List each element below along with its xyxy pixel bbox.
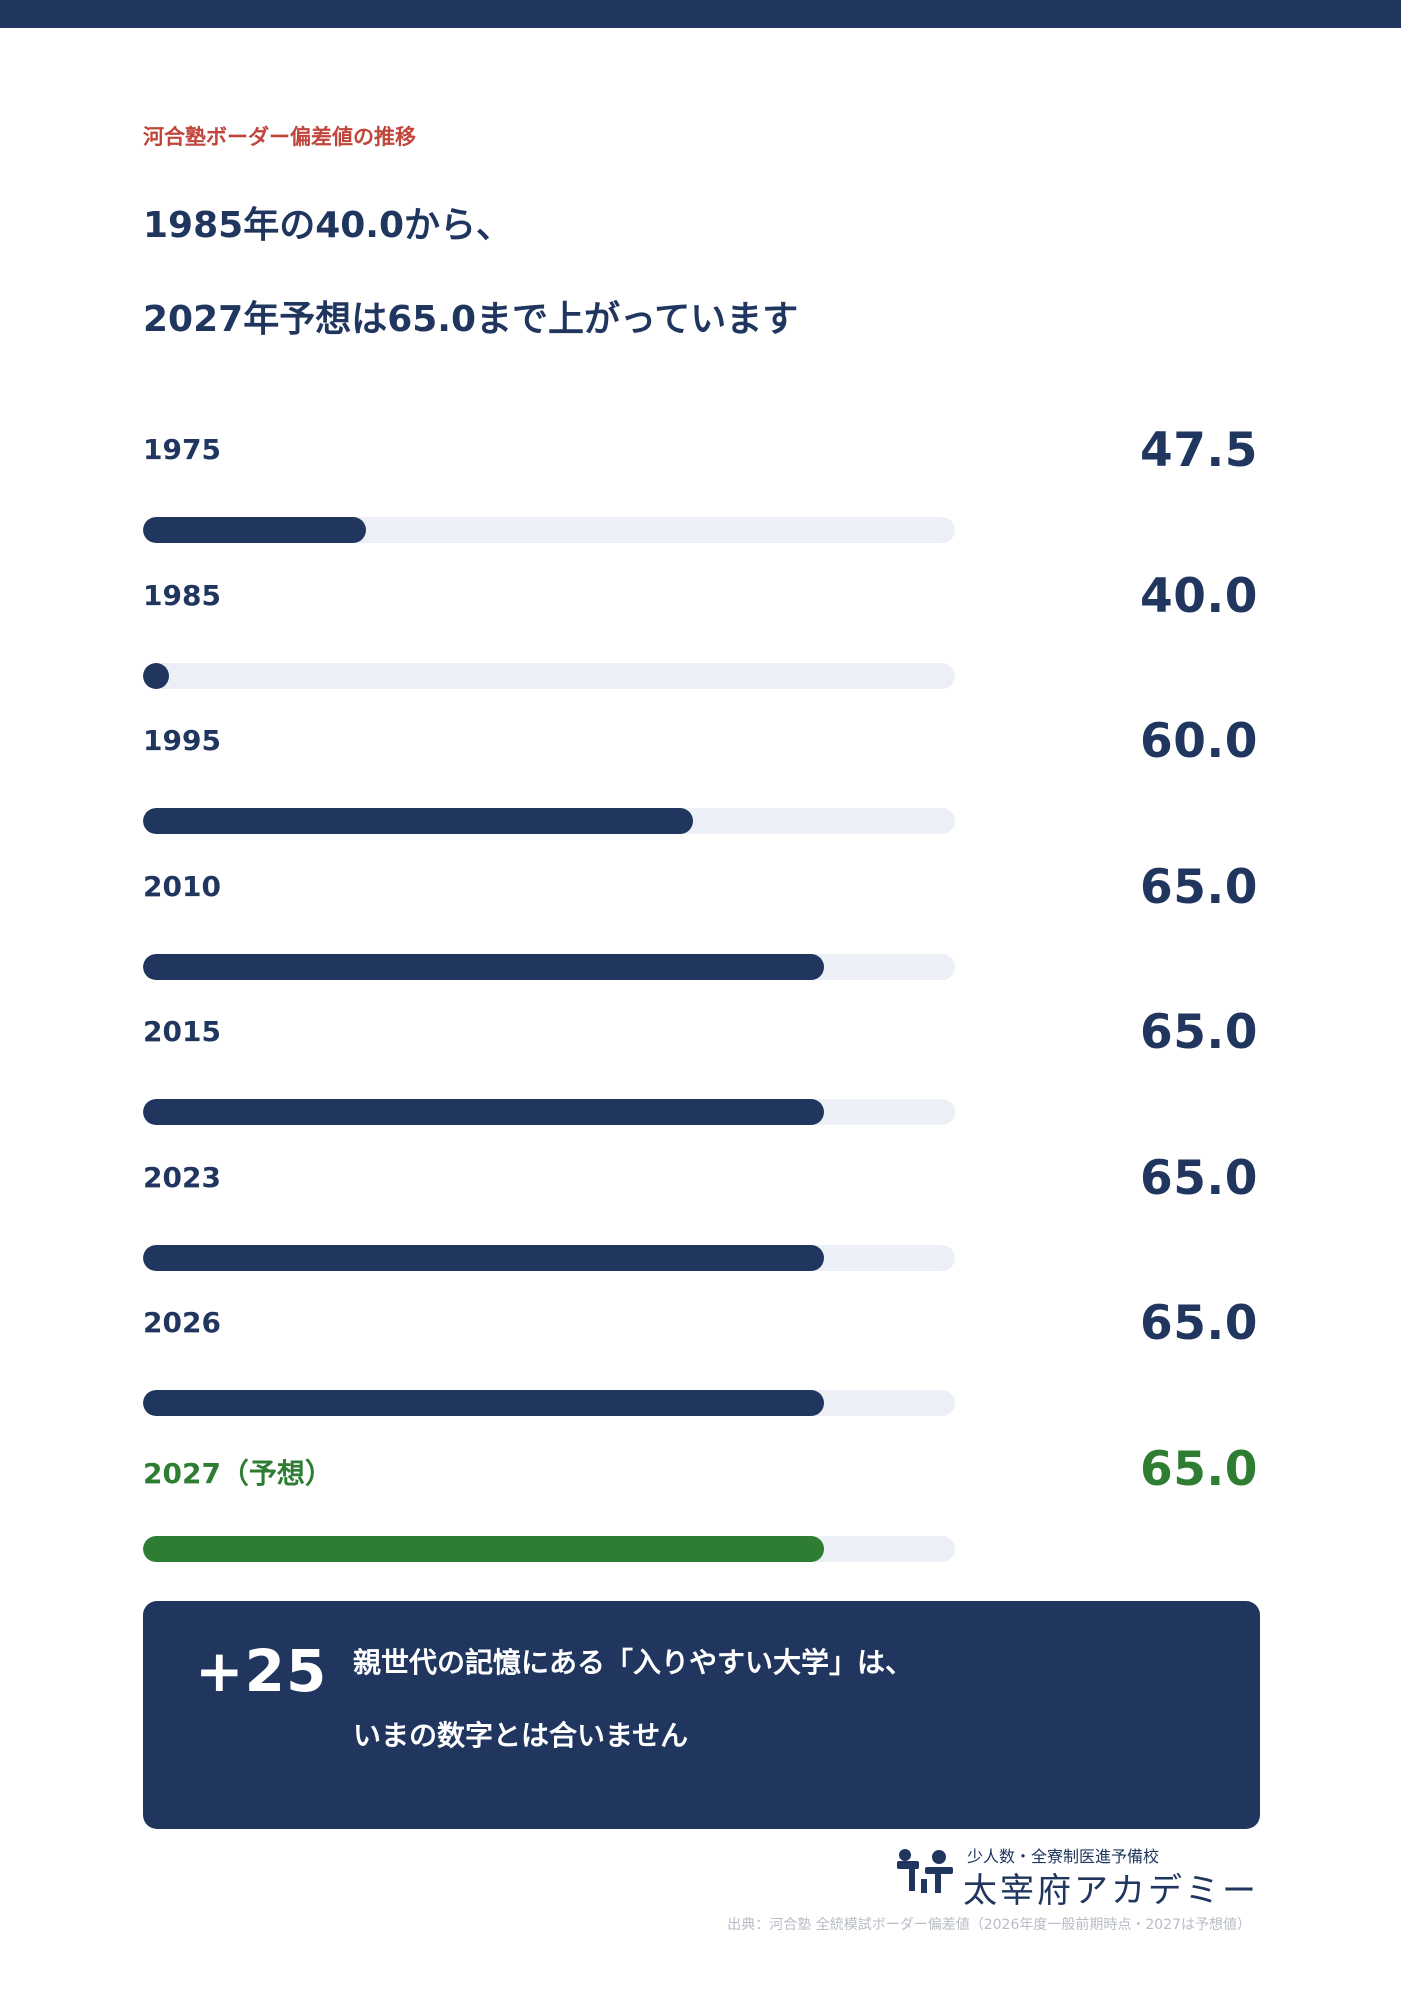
chart-row: 1985 40.0	[143, 569, 1258, 724]
section-eyebrow: 河合塾ボーダー偏差値の推移	[143, 125, 416, 149]
bar-value-label: 65.0	[1140, 1005, 1258, 1060]
bar	[143, 1244, 825, 1271]
bar-value-label: 40.0	[1140, 568, 1258, 624]
bar-category-label: 1985	[143, 578, 221, 612]
bar	[143, 1099, 825, 1125]
chart-row: 2026 65.0	[143, 1296, 1258, 1451]
bar-category-label: 2023	[143, 1160, 221, 1194]
bar	[143, 662, 170, 689]
callout-text-line-2: いまの数字とは合いません	[353, 1719, 689, 1752]
chart-row: 2015 65.0	[143, 1005, 1258, 1160]
academy-logo: 少人数・全寮制医進予備校 太宰府アカデミー	[895, 1843, 1265, 1911]
bar-category-label: 2027（予想）	[143, 1456, 333, 1490]
bar	[143, 953, 825, 980]
bar-track	[143, 1390, 955, 1416]
headline-line-2: 2027年予想は65.0まで上がっています	[143, 299, 799, 340]
top-accent-bar	[0, 0, 1401, 28]
chart-row: 2027（予想） 65.0	[143, 1442, 1258, 1597]
bar	[143, 1390, 825, 1416]
bar-track	[143, 517, 955, 543]
callout-number: +25	[195, 1637, 328, 1705]
bar-value-label: 65.0	[1140, 859, 1258, 915]
chart-row: 1975 47.5	[143, 423, 1258, 578]
logo-mark-icon	[897, 1849, 953, 1893]
bar-category-label: 2026	[143, 1306, 221, 1339]
bar-value-label: 47.5	[1140, 423, 1258, 478]
bar-track	[143, 808, 955, 834]
callout-text-line-1: 親世代の記憶にある「入りやすい大学」は、	[353, 1646, 914, 1679]
bar-track	[143, 1099, 955, 1125]
logo-name: 太宰府アカデミー	[963, 1871, 1259, 1911]
bar-category-label: 2010	[143, 869, 221, 903]
callout-box: +25 親世代の記憶にある「入りやすい大学」は、 いまの数字とは合いません	[143, 1601, 1260, 1829]
bar-value-label: 65.0	[1140, 1296, 1258, 1351]
bar-track	[143, 662, 955, 689]
bar-value-label: 65.0	[1140, 1441, 1258, 1497]
bar-track	[143, 1244, 955, 1271]
bar-track	[143, 1535, 955, 1562]
bar	[143, 808, 694, 834]
bar-value-label: 65.0	[1140, 1150, 1258, 1206]
bar-value-label: 60.0	[1140, 714, 1258, 769]
bar	[143, 517, 366, 543]
chart-row: 2023 65.0	[143, 1151, 1258, 1306]
bar-category-label: 1995	[143, 724, 221, 757]
source-note: 出典：河合塾 全統模試ボーダー偏差値（2026年度一般前期時点・2027は予想値…	[727, 1917, 1251, 1933]
bar-track	[143, 953, 955, 980]
bar-category-label: 2015	[143, 1015, 221, 1048]
bar	[143, 1535, 825, 1562]
headline-line-1: 1985年の40.0から、	[143, 205, 513, 246]
chart-row: 1995 60.0	[143, 714, 1258, 869]
chart-row: 2010 65.0	[143, 860, 1258, 1015]
logo-subtitle: 少人数・全寮制医進予備校	[967, 1847, 1160, 1866]
bar-category-label: 1975	[143, 433, 221, 466]
